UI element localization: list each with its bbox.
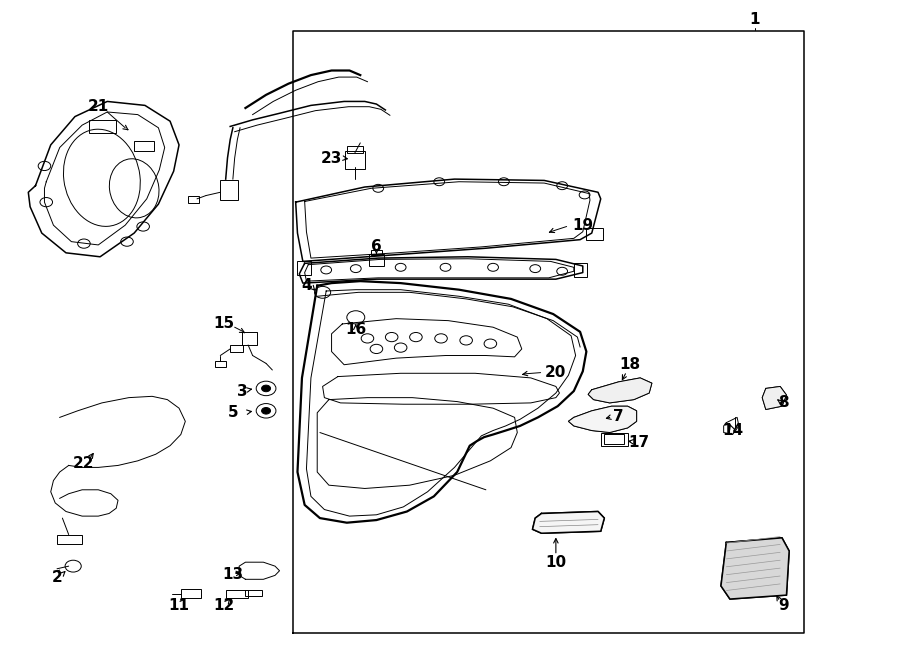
Circle shape	[262, 385, 271, 392]
Bar	[604, 434, 624, 444]
Bar	[246, 590, 262, 596]
Text: 15: 15	[213, 317, 235, 331]
Text: 20: 20	[545, 365, 567, 380]
Text: 2: 2	[51, 570, 62, 585]
Bar	[230, 345, 243, 352]
Text: 13: 13	[222, 566, 243, 582]
Text: 12: 12	[213, 598, 235, 613]
Text: 7: 7	[614, 408, 624, 424]
Text: 11: 11	[168, 598, 190, 613]
Polygon shape	[533, 512, 604, 533]
Bar	[57, 535, 82, 545]
Text: 19: 19	[572, 217, 593, 233]
Bar	[369, 254, 383, 266]
Polygon shape	[762, 387, 787, 409]
Text: 21: 21	[87, 99, 109, 114]
Bar	[600, 432, 627, 446]
Text: 16: 16	[346, 322, 366, 336]
Text: 18: 18	[619, 357, 640, 372]
Text: 9: 9	[778, 598, 789, 613]
Bar	[298, 261, 310, 274]
Text: 1: 1	[750, 13, 760, 27]
Polygon shape	[721, 538, 789, 599]
Text: 22: 22	[73, 456, 94, 471]
Text: 3: 3	[237, 383, 248, 399]
Polygon shape	[569, 407, 636, 432]
Bar	[220, 180, 238, 200]
Bar	[215, 361, 226, 367]
Text: 4: 4	[302, 278, 311, 293]
Text: 17: 17	[628, 435, 649, 450]
Bar	[226, 590, 248, 598]
Polygon shape	[589, 378, 652, 403]
Bar	[587, 228, 602, 240]
Bar	[89, 120, 116, 133]
Circle shape	[262, 408, 271, 414]
Text: 14: 14	[722, 423, 743, 438]
Text: 5: 5	[228, 405, 238, 420]
Text: 10: 10	[545, 555, 566, 570]
Bar	[574, 263, 588, 276]
Text: 23: 23	[321, 151, 342, 165]
Text: 8: 8	[778, 395, 789, 410]
Bar	[181, 588, 201, 598]
Bar	[134, 141, 154, 151]
Bar	[188, 196, 199, 203]
Text: 6: 6	[371, 239, 382, 254]
Bar	[371, 251, 382, 255]
